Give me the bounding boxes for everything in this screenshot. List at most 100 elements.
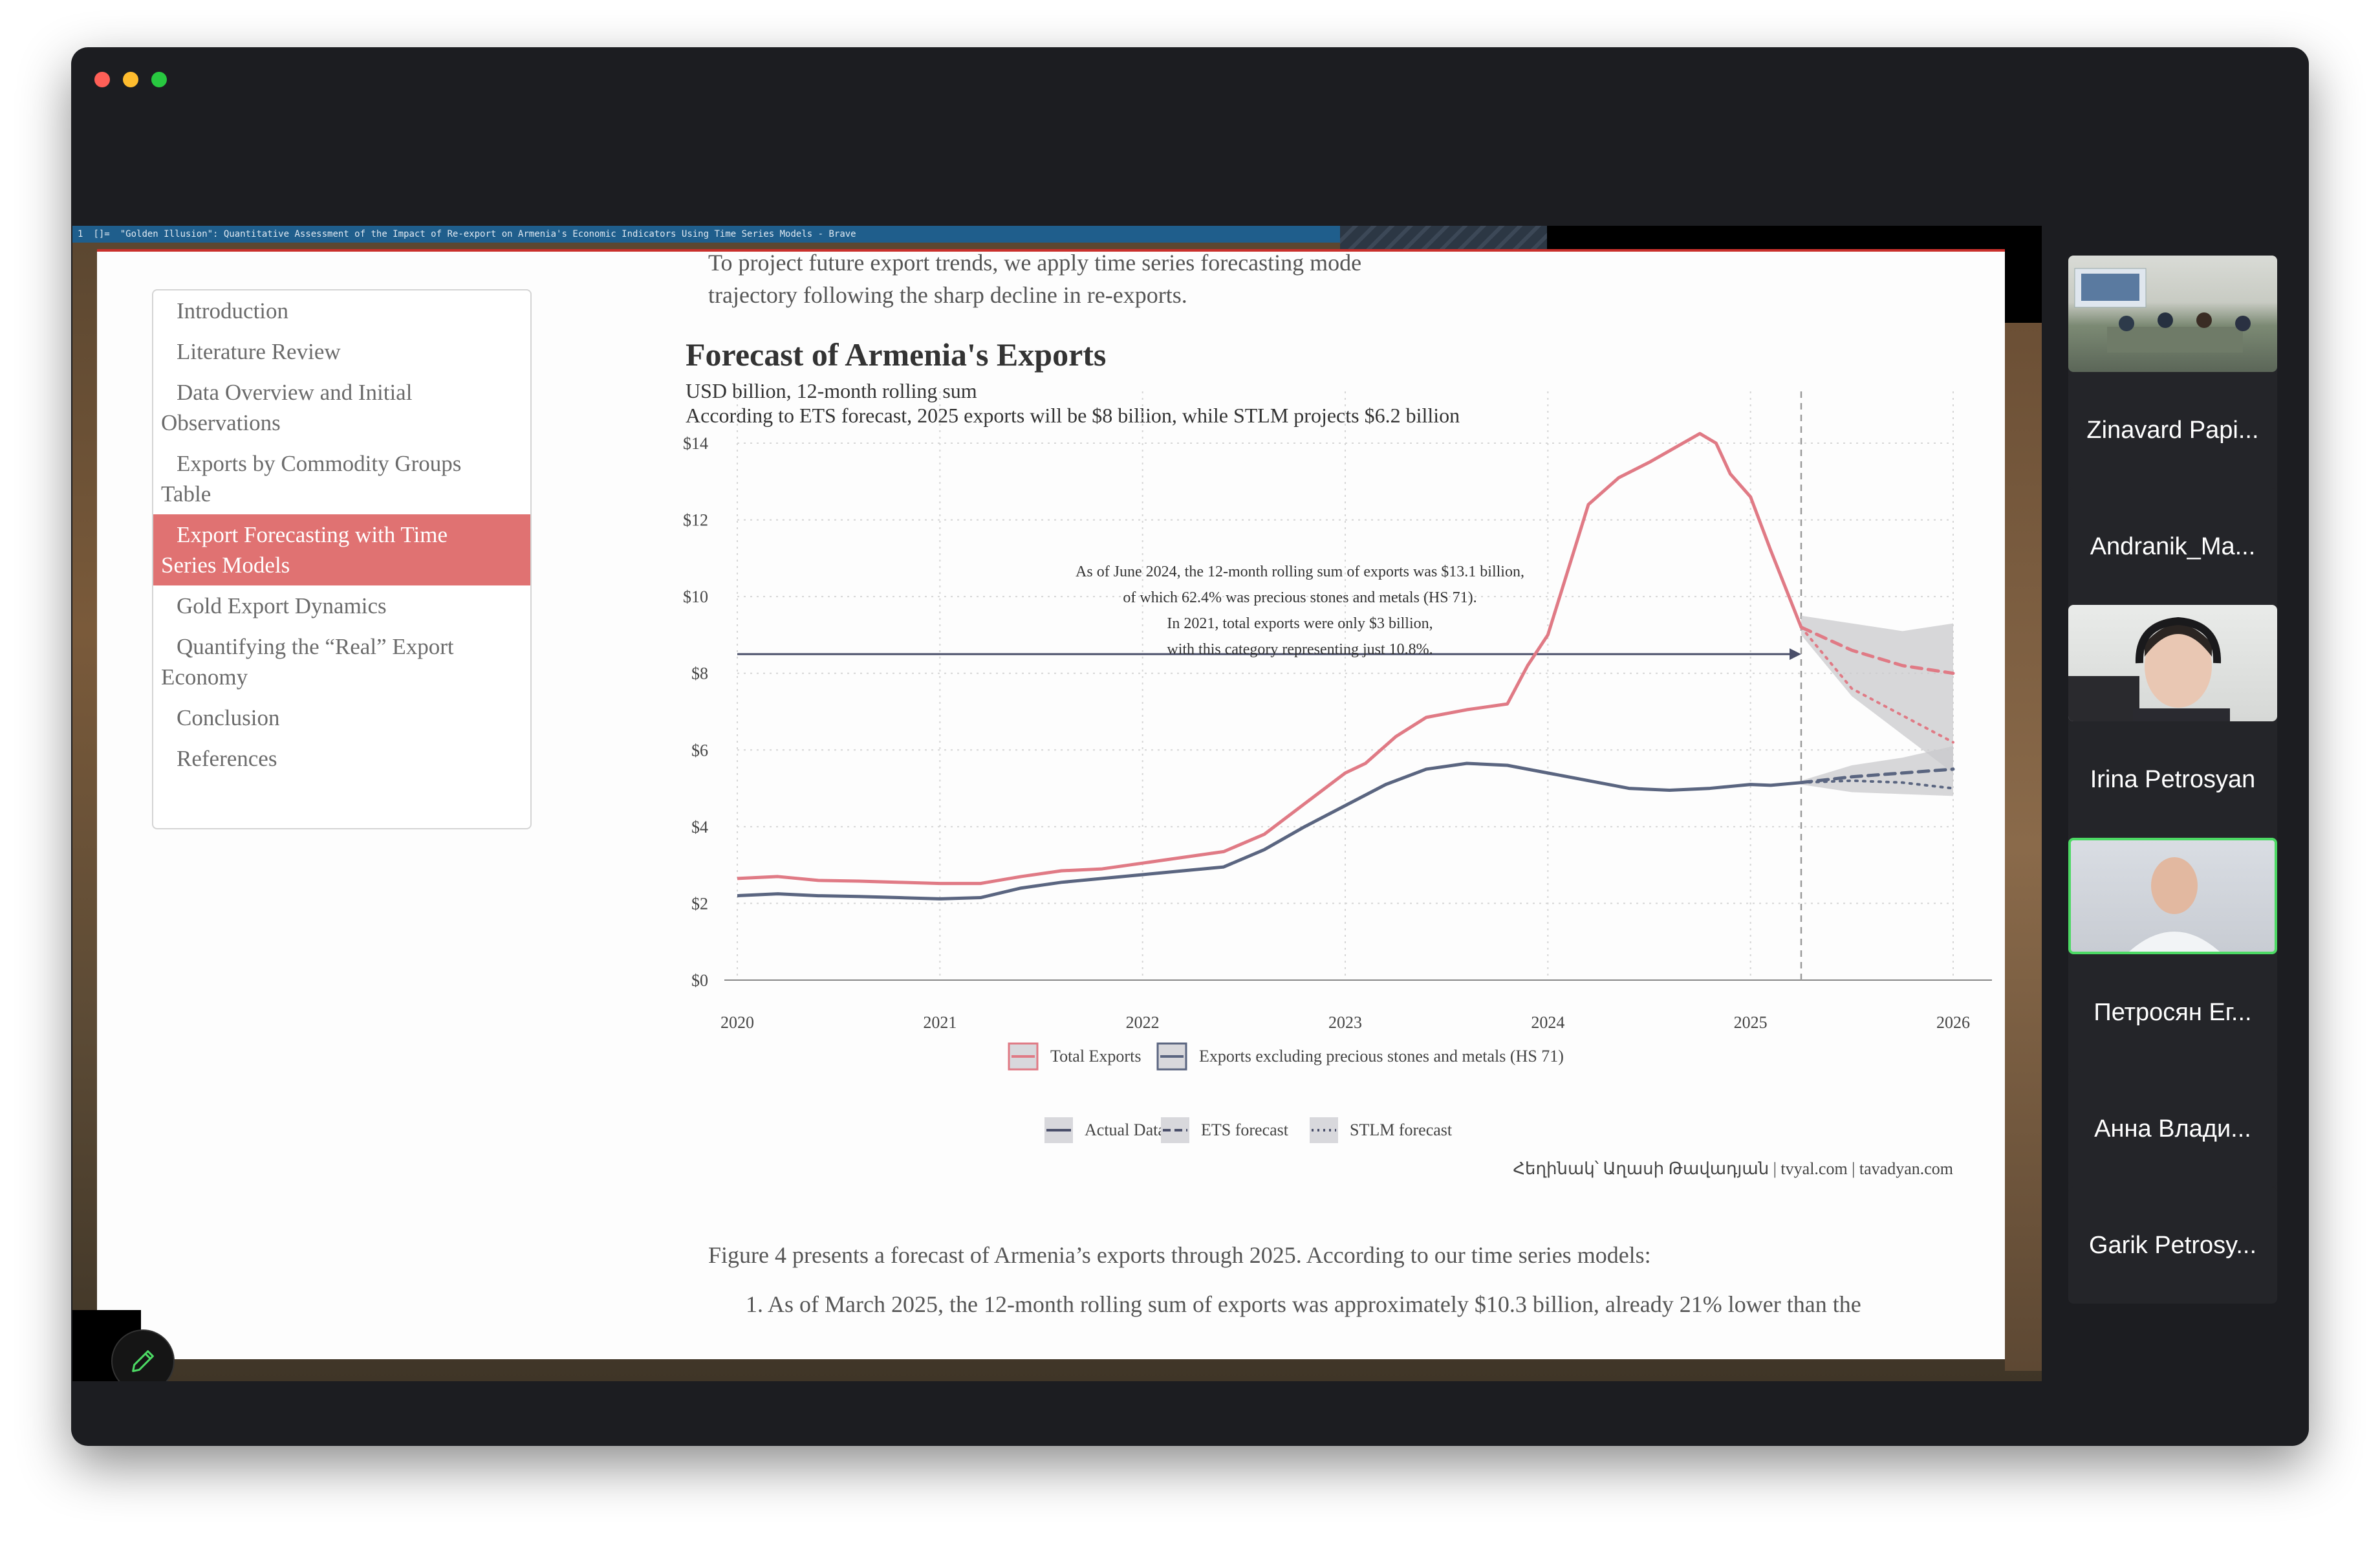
- legend-type-label: STLM forecast: [1350, 1120, 1453, 1139]
- toc-item-label-continued: Observations: [161, 410, 281, 435]
- participant-tile[interactable]: Zinavard Papi...: [2068, 372, 2277, 488]
- ets-forecast-line: [1799, 626, 1955, 675]
- y-tick-label: $6: [691, 741, 708, 760]
- x-tick-label: 2024: [1531, 1013, 1564, 1032]
- toc-item[interactable]: Exports by Commodity Groups Table: [153, 443, 530, 514]
- pencil-icon: [132, 1350, 154, 1372]
- participant-name: Garik Petrosy...: [2088, 1231, 2257, 1259]
- legend-label: Total Exports: [1050, 1047, 1141, 1066]
- participant-name: Zinavard Papi...: [2086, 416, 2259, 444]
- x-tick-label: 2023: [1328, 1013, 1362, 1032]
- toc-item[interactable]: Data Overview and Initial Observations: [153, 372, 530, 443]
- toc-item[interactable]: Export Forecasting with Time Series Model…: [153, 514, 530, 585]
- chart-subtitle: USD billion, 12-month rolling sum: [686, 379, 977, 402]
- participant-name: Анна Влади...: [2094, 1115, 2251, 1142]
- x-tick-label: 2026: [1936, 1013, 1970, 1032]
- browser-title-bar: 1 []= "Golden Illusion": Quantitative Asse…: [72, 226, 1340, 243]
- ets-forecast-line: [1799, 767, 1955, 785]
- browser-window-title: "Golden Illusion": Quantitative Assessme…: [120, 229, 856, 239]
- legend-type-label: ETS forecast: [1201, 1120, 1289, 1139]
- y-tick-label: $12: [683, 511, 708, 530]
- zoom-window-button[interactable]: [151, 72, 167, 87]
- participant-tile[interactable]: [2068, 256, 2277, 372]
- annotation-text: of which 62.4% was precious stones and m…: [1123, 589, 1477, 606]
- forecast-chart: Forecast of Armenia's Exports USD billion…: [634, 314, 1992, 1278]
- participant-tile[interactable]: Irina Petrosyan: [2068, 721, 2277, 838]
- meeting-window: 1 []= "Golden Illusion": Quantitative Asse…: [71, 47, 2309, 1446]
- legend-type-label: Actual Data: [1085, 1120, 1165, 1139]
- toc-item-label-continued: Series Models: [161, 552, 290, 578]
- intro-line-1: To project future export trends, we appl…: [708, 250, 1362, 276]
- article-page: To project future export trends, we appl…: [97, 249, 2005, 1359]
- y-tick-label: $4: [691, 818, 708, 836]
- participant-tile[interactable]: Анна Влади...: [2068, 1071, 2277, 1187]
- desktop-background: [2005, 323, 2042, 1371]
- intro-line-2: trajectory following the sharp decline i…: [708, 282, 1187, 308]
- x-tick-label: 2022: [1126, 1013, 1160, 1032]
- toc-item-label: Quantifying the “Real” Export: [177, 634, 454, 659]
- person-with-headset-icon: [2068, 617, 2230, 721]
- y-tick-label: $2: [691, 894, 708, 913]
- minimize-window-button[interactable]: [123, 72, 138, 87]
- close-window-button[interactable]: [94, 72, 110, 87]
- x-tick-label: 2025: [1734, 1013, 1768, 1032]
- series-exports-excluding-hs71: [737, 761, 1802, 901]
- toc-item-label: Literature Review: [177, 339, 341, 364]
- shared-screen: 1 []= "Golden Illusion": Quantitative Asse…: [72, 226, 2042, 1381]
- participant-video: [2068, 838, 2277, 954]
- participant-tile[interactable]: Петросян Ег...: [2068, 954, 2277, 1071]
- annotate-button[interactable]: [111, 1329, 175, 1381]
- annotation-text: In 2021, total exports were only $3 bill…: [1167, 615, 1433, 632]
- chart-subtitle-2: According to ETS forecast, 2025 exports …: [686, 404, 1460, 427]
- toc-item-label: Data Overview and Initial: [177, 380, 413, 405]
- toc-item[interactable]: Quantifying the “Real” Export Economy: [153, 626, 530, 697]
- conference-room-icon: [2074, 268, 2251, 353]
- participant-tile[interactable]: [2068, 605, 2277, 721]
- participant-tile[interactable]: Andranik_Ma...: [2068, 488, 2277, 605]
- annotation-arrowhead: [1790, 648, 1801, 661]
- toc-item[interactable]: Literature Review: [153, 331, 530, 372]
- toc-item[interactable]: Conclusion: [153, 697, 530, 738]
- participant-video: [2068, 605, 2277, 721]
- y-tick-label: $14: [683, 434, 708, 453]
- y-tick-label: $0: [691, 971, 708, 990]
- toc-item-label: Gold Export Dynamics: [177, 593, 387, 618]
- stlm-forecast-line: [1800, 626, 1954, 744]
- participant-name: Andranik_Ma...: [2090, 532, 2256, 560]
- toc-item-label-continued: Economy: [161, 664, 248, 690]
- forecast-band: [1801, 746, 1953, 796]
- annotation-text: with this category representing just 10.…: [1167, 641, 1433, 658]
- tab-index: 1: [78, 229, 83, 239]
- chart-credit: Հեղինակ՝ Աղասի Թավադյան | tvyal.com | ta…: [1513, 1159, 1953, 1178]
- toc-item-label: Conclusion: [177, 705, 280, 730]
- tab-marker: []=: [93, 229, 110, 239]
- participant-tile[interactable]: Garik Petrosy...: [2068, 1187, 2277, 1304]
- toc-item[interactable]: Gold Export Dynamics: [153, 585, 530, 626]
- toc-item-label: Exports by Commodity Groups: [177, 451, 462, 476]
- series-total-exports: [737, 432, 1803, 886]
- x-tick-label: 2021: [923, 1013, 957, 1032]
- participants-panel: Zinavard Papi... Andranik_Ma... Irina Petr…: [2068, 256, 2277, 1304]
- x-tick-label: 2020: [720, 1013, 754, 1032]
- chart-title: Forecast of Armenia's Exports: [686, 336, 1106, 373]
- participant-video: [2068, 256, 2277, 372]
- participant-name: Irina Petrosyan: [2090, 765, 2256, 793]
- annotation-text: As of June 2024, the 12-month rolling su…: [1076, 563, 1524, 580]
- table-of-contents: Introduction Literature Review Data Overvi…: [152, 289, 532, 829]
- list-item-1: 1. As of March 2025, the 12-month rollin…: [746, 1291, 1861, 1317]
- legend-label: Exports excluding precious stones and me…: [1199, 1047, 1564, 1066]
- toc-item-label: Export Forecasting with Time: [177, 522, 448, 547]
- toc-item-label-continued: Table: [161, 481, 211, 507]
- stlm-forecast-line: [1800, 779, 1954, 790]
- y-tick-label: $10: [683, 587, 708, 606]
- forecast-band: [1801, 615, 1953, 773]
- toc-item-label: References: [177, 746, 277, 771]
- speaking-person-icon: [2129, 857, 2220, 952]
- chart-svg: Forecast of Armenia's Exports USD billion…: [683, 336, 1992, 1178]
- y-tick-label: $8: [691, 664, 708, 683]
- participant-name: Петросян Ег...: [2093, 998, 2252, 1026]
- toc-item-label: Introduction: [177, 298, 289, 323]
- toc-item[interactable]: Introduction: [153, 290, 530, 331]
- toc-item[interactable]: References: [153, 738, 530, 779]
- participant-tile[interactable]: [2068, 838, 2277, 954]
